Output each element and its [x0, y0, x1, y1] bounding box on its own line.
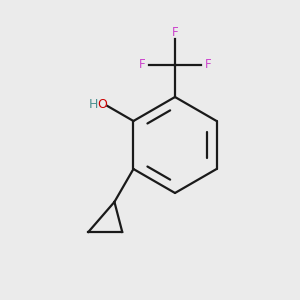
Text: O: O — [98, 98, 107, 110]
Text: F: F — [205, 58, 211, 71]
Text: H: H — [89, 98, 98, 110]
Text: F: F — [139, 58, 145, 71]
Text: F: F — [172, 26, 178, 40]
